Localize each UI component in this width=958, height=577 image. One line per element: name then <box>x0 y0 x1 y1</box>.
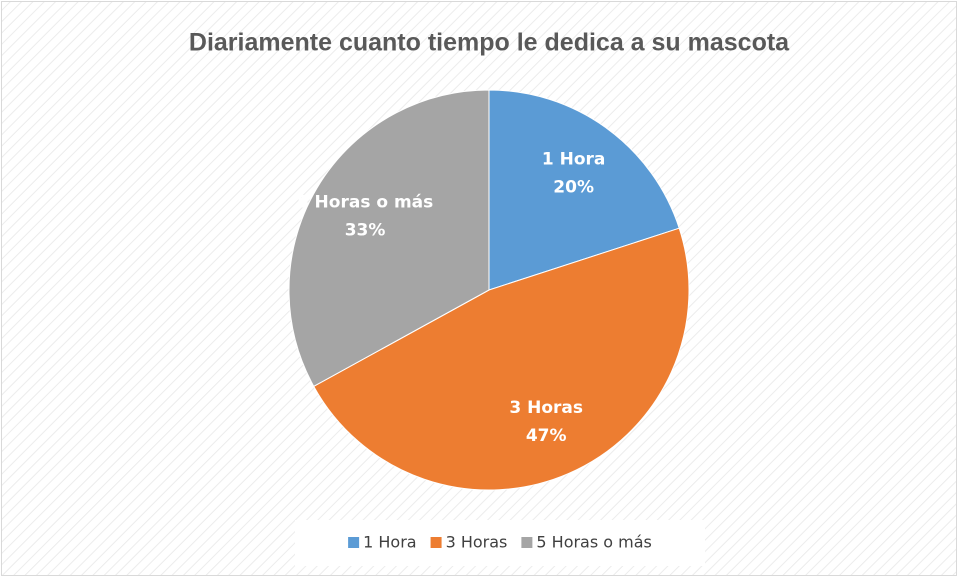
legend-label: 1 Hora <box>363 533 416 552</box>
pie-slice <box>288 89 490 388</box>
legend-box <box>295 520 705 566</box>
legend-swatch <box>521 537 533 548</box>
slice-category-label: 5 Horas o más <box>297 193 433 213</box>
pie-slice <box>488 89 680 291</box>
slice-value-label: 33% <box>345 221 386 241</box>
legend-label: 3 Horas <box>446 533 508 552</box>
legend-swatch <box>430 537 442 548</box>
pie-slice <box>313 227 690 491</box>
legend-label: 5 Horas o más <box>536 533 652 552</box>
slice-value-label: 20% <box>553 178 594 198</box>
legend-swatch <box>348 537 360 548</box>
slice-category-label: 3 Horas <box>509 398 583 418</box>
chart-title: Diariamente cuanto tiempo le dedica a su… <box>189 29 790 57</box>
slice-category-label: 1 Hora <box>542 150 606 170</box>
slice-value-label: 47% <box>526 426 567 446</box>
